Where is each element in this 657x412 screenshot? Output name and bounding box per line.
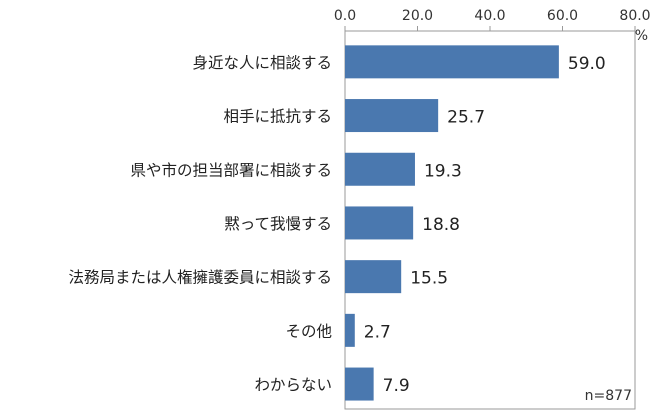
x-tick-label: 80.0 — [619, 8, 650, 24]
category-labels: 身近な人に相談する相手に抵抗する県や市の担当部署に相談する黙って我慢する法務局ま… — [68, 54, 332, 394]
value-label: 2.7 — [364, 322, 391, 342]
bar — [345, 260, 402, 294]
category-label: 相手に抵抗する — [223, 108, 332, 126]
bar — [345, 206, 414, 240]
category-label: 黙って我慢する — [224, 215, 332, 233]
value-label: 7.9 — [383, 376, 410, 396]
x-tick-label: 40.0 — [474, 8, 505, 24]
bar — [345, 152, 415, 186]
x-tick-label: 20.0 — [402, 8, 433, 24]
sample-size-note: n=877 — [585, 388, 632, 404]
category-label: わからない — [254, 376, 332, 394]
x-unit-label: % — [635, 28, 648, 44]
category-label: 県や市の担当部署に相談する — [130, 161, 332, 179]
value-label: 25.7 — [447, 108, 485, 128]
bars — [345, 45, 559, 401]
x-tick-label: 60.0 — [547, 8, 578, 24]
bar — [345, 313, 355, 347]
category-label: 法務局または人権擁護委員に相談する — [68, 269, 332, 287]
category-label: 身近な人に相談する — [192, 54, 332, 72]
bar — [345, 99, 439, 133]
value-label: 59.0 — [568, 54, 606, 74]
value-label: 19.3 — [424, 161, 462, 181]
value-label: 18.8 — [422, 215, 460, 235]
category-label: その他 — [285, 322, 332, 340]
bar — [345, 367, 374, 401]
bar — [345, 45, 559, 79]
x-tick-label: 0.0 — [334, 8, 356, 24]
value-label: 15.5 — [410, 269, 448, 289]
value-labels: 59.0 25.7 19.3 18.8 15.5 2.7 7.9 — [364, 54, 606, 396]
x-axis-ticks: 0.0 20.0 40.0 60.0 80.0 — [334, 8, 651, 31]
